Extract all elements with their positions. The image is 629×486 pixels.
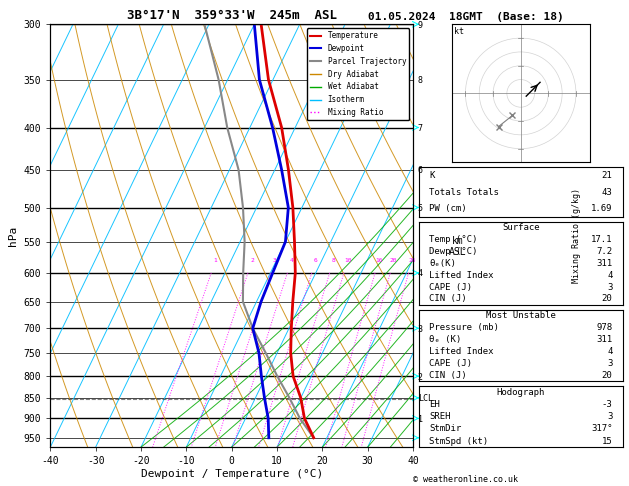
Text: © weatheronline.co.uk: © weatheronline.co.uk [413,474,518,484]
Text: CIN (J): CIN (J) [429,371,467,380]
Text: 317°: 317° [591,424,613,434]
Text: 8: 8 [331,258,335,263]
Text: 3: 3 [607,359,613,368]
Text: 311: 311 [596,335,613,344]
Text: 17.1: 17.1 [591,235,613,244]
Text: Lifted Index: Lifted Index [429,271,493,279]
Text: CAPE (J): CAPE (J) [429,282,472,292]
Text: 4: 4 [607,347,613,356]
Text: EH: EH [429,400,440,409]
Y-axis label: hPa: hPa [8,226,18,246]
Text: 43: 43 [602,188,613,197]
Text: 1: 1 [213,258,217,263]
Text: Dewp (°C): Dewp (°C) [429,247,477,256]
Text: StmDir: StmDir [429,424,461,434]
Text: -3: -3 [602,400,613,409]
Text: 16: 16 [375,258,382,263]
Text: 4: 4 [289,258,293,263]
Text: 21: 21 [602,171,613,180]
Text: SREH: SREH [429,412,450,421]
Text: θₑ(K): θₑ(K) [429,259,456,268]
Text: Mixing Ratio (g/kg): Mixing Ratio (g/kg) [572,188,581,283]
Text: Totals Totals: Totals Totals [429,188,499,197]
Text: 26: 26 [408,258,416,263]
Text: 3: 3 [607,282,613,292]
Text: 3: 3 [607,412,613,421]
Text: 6: 6 [314,258,318,263]
Text: Surface: Surface [502,223,540,232]
Y-axis label: km
ASL: km ASL [449,236,467,257]
Text: Temp (°C): Temp (°C) [429,235,477,244]
Text: 7.2: 7.2 [596,247,613,256]
Text: PW (cm): PW (cm) [429,204,467,213]
Text: K: K [429,171,434,180]
Text: Most Unstable: Most Unstable [486,311,555,320]
Text: 1.69: 1.69 [591,204,613,213]
Text: kt: kt [454,27,464,36]
Text: θₑ (K): θₑ (K) [429,335,461,344]
Text: Pressure (mb): Pressure (mb) [429,323,499,332]
Text: 20: 20 [390,258,398,263]
Text: 311: 311 [596,259,613,268]
Text: 10: 10 [344,258,352,263]
Text: 20: 20 [602,295,613,303]
Text: 20: 20 [602,371,613,380]
Text: 4: 4 [607,271,613,279]
Text: 2: 2 [250,258,253,263]
Text: 3: 3 [272,258,276,263]
Text: StmSpd (kt): StmSpd (kt) [429,436,488,446]
Text: Hodograph: Hodograph [496,388,545,397]
X-axis label: Dewpoint / Temperature (°C): Dewpoint / Temperature (°C) [140,469,323,479]
Text: 978: 978 [596,323,613,332]
Text: Lifted Index: Lifted Index [429,347,493,356]
Text: 15: 15 [602,436,613,446]
Title: 3B°17'N  359°33'W  245m  ASL: 3B°17'N 359°33'W 245m ASL [126,9,337,22]
Text: CAPE (J): CAPE (J) [429,359,472,368]
Text: CIN (J): CIN (J) [429,295,467,303]
Legend: Temperature, Dewpoint, Parcel Trajectory, Dry Adiabat, Wet Adiabat, Isotherm, Mi: Temperature, Dewpoint, Parcel Trajectory… [307,28,409,120]
Text: 01.05.2024  18GMT  (Base: 18): 01.05.2024 18GMT (Base: 18) [367,12,564,22]
